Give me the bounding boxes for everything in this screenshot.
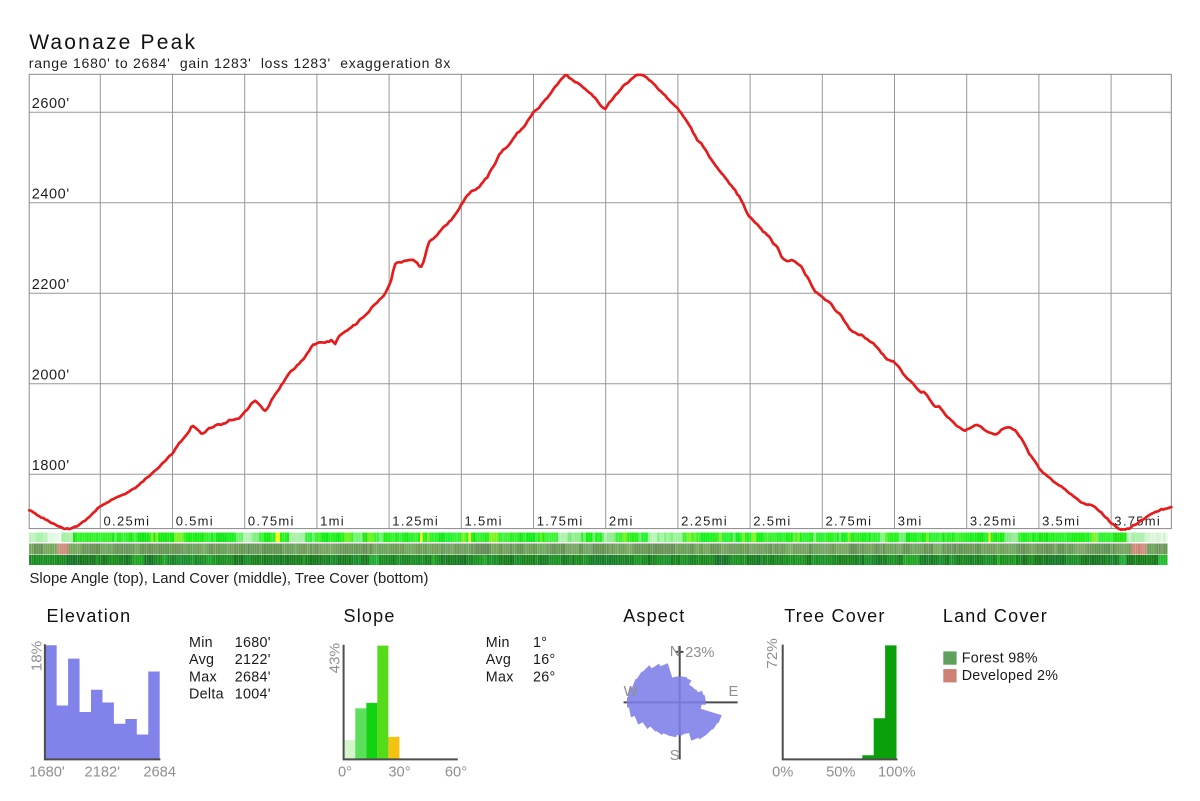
- svg-text:2122': 2122': [235, 652, 271, 668]
- svg-text:E: E: [729, 684, 739, 700]
- svg-text:3mi: 3mi: [898, 514, 923, 529]
- svg-text:Slope: Slope: [344, 606, 396, 626]
- svg-text:26°: 26°: [533, 669, 556, 685]
- svg-text:1800': 1800': [32, 458, 70, 474]
- svg-text:1°: 1°: [533, 635, 547, 651]
- svg-text:N: N: [670, 644, 681, 660]
- svg-text:Delta: Delta: [189, 687, 224, 703]
- svg-text:0°: 0°: [338, 765, 352, 781]
- svg-text:Slope Angle (top), Land Cover: Slope Angle (top), Land Cover (middle), …: [30, 571, 429, 587]
- svg-text:range 1680' to 2684' gain 128: range 1680' to 2684' gain 1283' loss 128…: [29, 55, 451, 71]
- svg-text:1680': 1680': [29, 765, 65, 781]
- svg-text:2400': 2400': [32, 187, 70, 203]
- svg-text:W: W: [624, 684, 638, 700]
- svg-text:Min: Min: [189, 635, 213, 651]
- svg-text:2600': 2600': [32, 96, 70, 112]
- svg-text:2.5mi: 2.5mi: [753, 514, 791, 529]
- svg-text:1004': 1004': [235, 687, 271, 703]
- svg-text:3.75mi: 3.75mi: [1114, 514, 1161, 529]
- svg-text:1.5mi: 1.5mi: [465, 514, 503, 529]
- svg-text:1680': 1680': [235, 635, 271, 651]
- svg-text:1.25mi: 1.25mi: [392, 514, 439, 529]
- svg-text:0.75mi: 0.75mi: [248, 514, 295, 529]
- svg-text:Avg: Avg: [486, 652, 511, 668]
- svg-text:0.5mi: 0.5mi: [176, 514, 214, 529]
- svg-text:72%: 72%: [764, 638, 781, 668]
- svg-text:2684: 2684: [143, 765, 176, 781]
- svg-text:2.75mi: 2.75mi: [826, 514, 873, 529]
- svg-text:Avg: Avg: [189, 652, 214, 668]
- svg-text:16°: 16°: [533, 652, 556, 668]
- svg-text:2200': 2200': [32, 277, 70, 293]
- svg-text:Max: Max: [189, 669, 217, 685]
- svg-text:100%: 100%: [878, 765, 916, 781]
- svg-text:S: S: [670, 748, 680, 764]
- svg-text:Elevation: Elevation: [47, 606, 132, 626]
- svg-text:Tree Cover: Tree Cover: [784, 606, 885, 626]
- svg-text:50%: 50%: [826, 765, 855, 781]
- svg-text:23%: 23%: [685, 645, 714, 661]
- svg-text:3.5mi: 3.5mi: [1042, 514, 1080, 529]
- svg-text:0%: 0%: [772, 765, 793, 781]
- svg-text:Max: Max: [486, 669, 514, 685]
- svg-text:Min: Min: [486, 635, 510, 651]
- svg-text:2000': 2000': [32, 368, 70, 384]
- svg-text:Land Cover: Land Cover: [943, 606, 1048, 626]
- svg-text:Waonaze Peak: Waonaze Peak: [29, 31, 197, 54]
- svg-text:43%: 43%: [326, 643, 343, 673]
- svg-text:18%: 18%: [29, 641, 46, 671]
- svg-text:1mi: 1mi: [320, 514, 345, 529]
- svg-text:30°: 30°: [388, 765, 410, 781]
- svg-text:2182': 2182': [85, 765, 121, 781]
- svg-text:2684': 2684': [235, 669, 271, 685]
- svg-text:Developed 2%: Developed 2%: [962, 668, 1059, 684]
- svg-text:3.25mi: 3.25mi: [970, 514, 1017, 529]
- svg-text:1.75mi: 1.75mi: [537, 514, 584, 529]
- svg-text:60°: 60°: [445, 765, 467, 781]
- svg-text:2.25mi: 2.25mi: [681, 514, 728, 529]
- svg-text:Aspect: Aspect: [623, 606, 685, 626]
- svg-text:0.25mi: 0.25mi: [104, 514, 151, 529]
- svg-text:Forest 98%: Forest 98%: [962, 650, 1038, 666]
- svg-text:2mi: 2mi: [609, 514, 634, 529]
